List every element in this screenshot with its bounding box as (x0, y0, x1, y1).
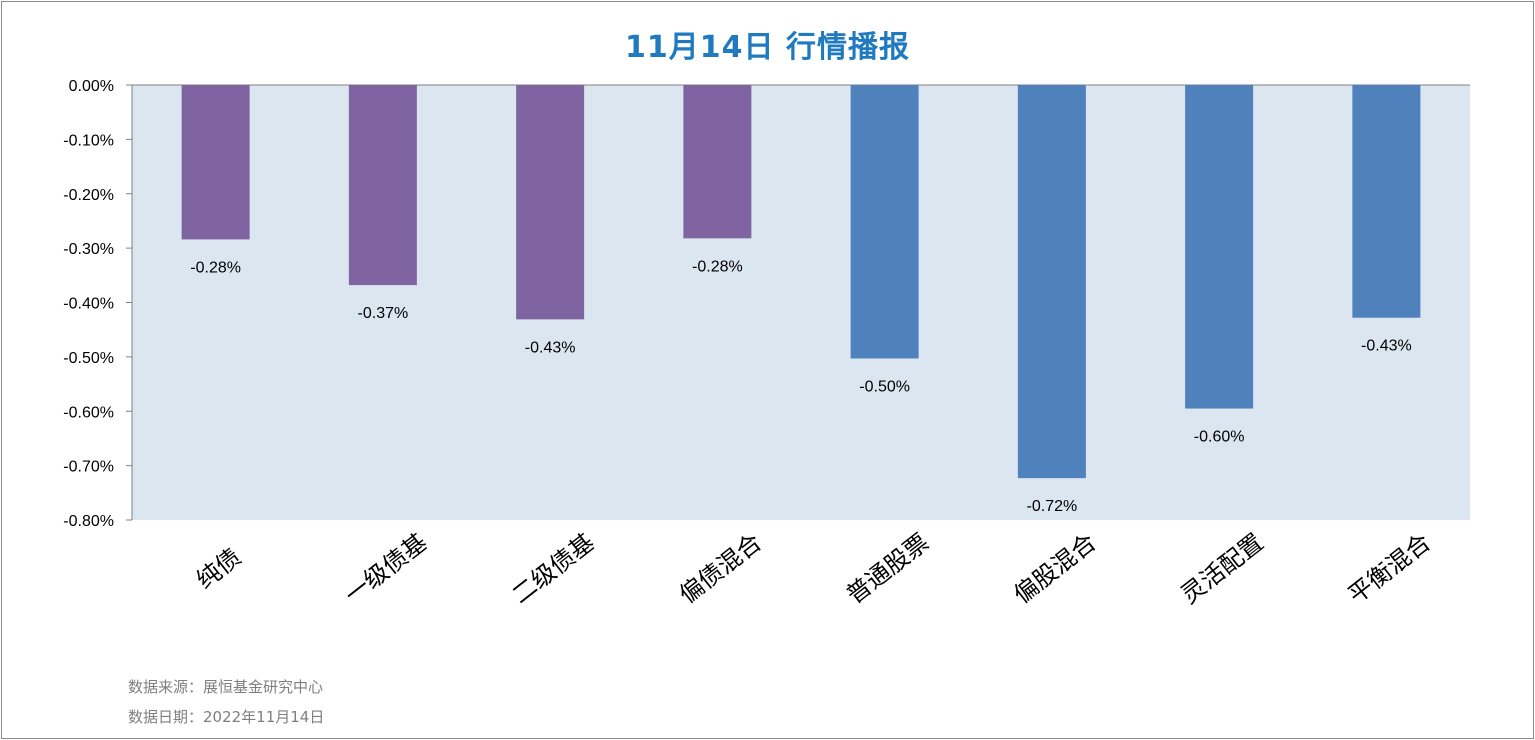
bar (1017, 85, 1086, 479)
data-label: -0.37% (358, 305, 409, 322)
bar (683, 85, 752, 239)
y-tick-label: -0.80% (63, 513, 114, 530)
data-label: -0.43% (525, 339, 576, 356)
y-tick-label: -0.60% (63, 404, 114, 421)
y-tick-label: 0.00% (69, 78, 114, 95)
date-note: 数据日期：2022年11月14日 (128, 708, 325, 726)
category-label: 偏债混合 (674, 528, 767, 609)
data-label: -0.60% (1194, 429, 1245, 446)
y-tick-label: -0.40% (63, 296, 114, 313)
chart-title: 11月14日 行情播报 (625, 30, 910, 65)
y-tick-label: -0.70% (63, 459, 114, 476)
data-label: -0.28% (692, 258, 743, 275)
y-tick-label: -0.50% (63, 350, 114, 367)
category-label: 灵活配置 (1176, 528, 1269, 609)
source-note: 数据来源：展恒基金研究中心 (128, 678, 324, 696)
y-tick-label: -0.30% (63, 241, 114, 258)
bar (850, 85, 919, 359)
category-label: 偏股混合 (1009, 528, 1102, 609)
bar (516, 85, 585, 320)
plot-area (132, 85, 1470, 520)
bar (181, 85, 250, 240)
data-label: -0.72% (1027, 498, 1078, 515)
category-label: 纯债 (191, 543, 246, 595)
data-label: -0.50% (859, 379, 910, 396)
category-label: 一级债基 (340, 528, 433, 609)
category-label: 平衡混合 (1343, 528, 1436, 609)
category-label: 普通股票 (841, 528, 934, 609)
data-label: -0.28% (190, 259, 241, 276)
y-tick-label: -0.20% (63, 187, 114, 204)
bar (1185, 85, 1254, 409)
bar (1352, 85, 1421, 318)
bar (348, 85, 417, 286)
category-label: 二级债基 (507, 528, 600, 609)
data-label: -0.43% (1361, 338, 1412, 355)
y-tick-label: -0.10% (63, 132, 114, 149)
